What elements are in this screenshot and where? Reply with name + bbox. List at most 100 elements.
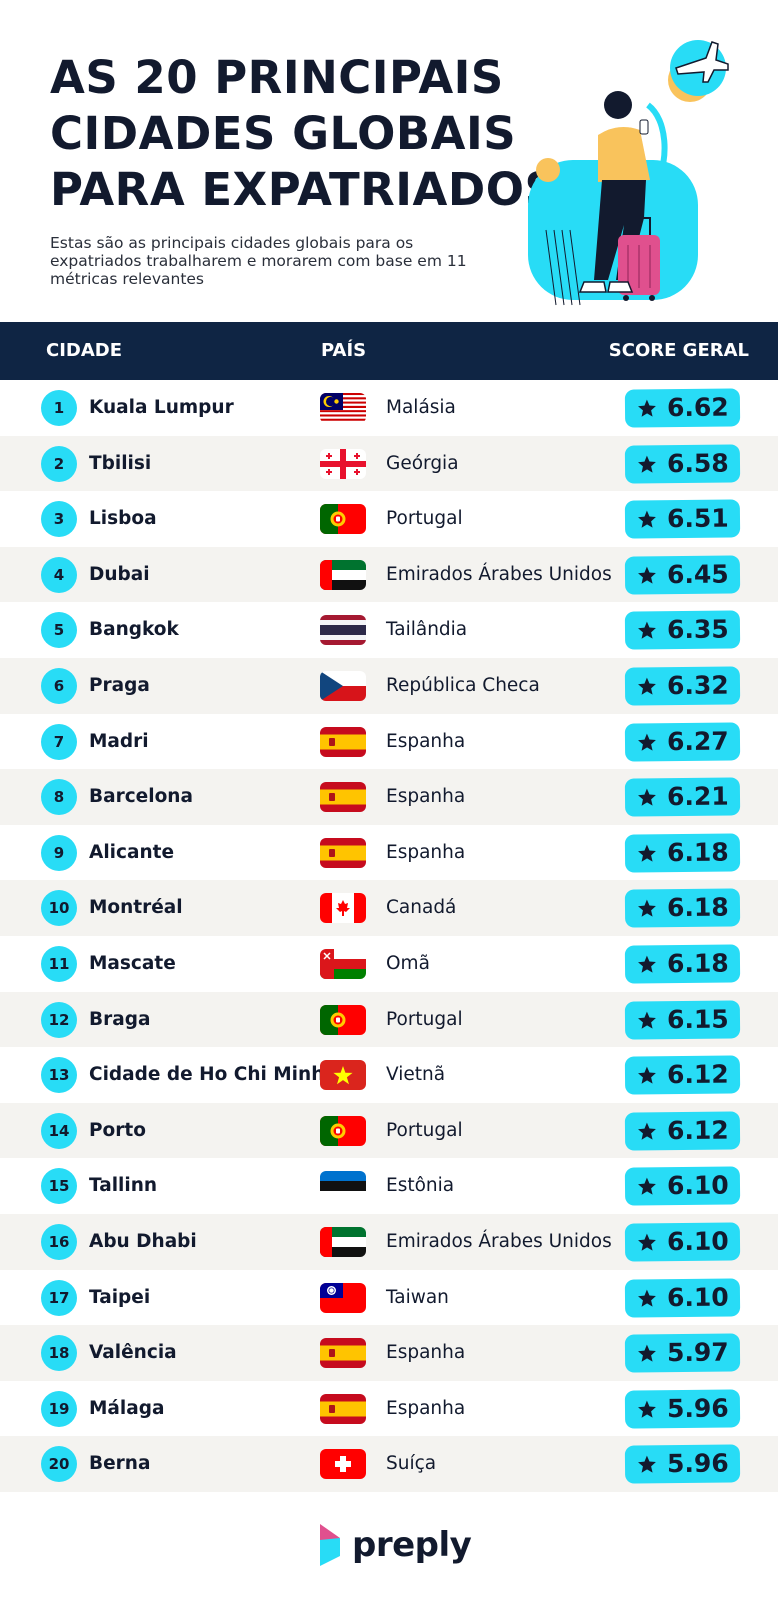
rank-badge: 16 [41, 1223, 77, 1260]
rank-badge: 12 [41, 1001, 77, 1038]
city-name: Madri [89, 730, 149, 752]
city-name: Lisboa [89, 508, 157, 530]
table-row: 20 Berna Suíça 5.96 [0, 1436, 778, 1492]
star-icon [638, 1066, 656, 1084]
star-icon [638, 621, 656, 640]
table-row: 10 Montréal Canadá 6.18 [0, 880, 778, 936]
score-value: 6.18 [666, 892, 729, 923]
score-badge: 6.45 [624, 555, 741, 595]
taiwan-flag [320, 1282, 366, 1313]
score-badge: 6.15 [624, 999, 741, 1040]
country-name: Vietnã [386, 1064, 446, 1086]
star-icon [638, 1455, 656, 1474]
country-name: Portugal [386, 508, 463, 530]
portugal-flag [320, 1115, 366, 1146]
score-badge: 5.96 [624, 1444, 741, 1484]
country-name: Espanha [386, 730, 466, 752]
score-value: 6.18 [666, 837, 729, 867]
czech-flag [320, 670, 366, 701]
score-badge: 6.18 [624, 944, 741, 984]
vietnam-flag [320, 1060, 366, 1091]
table-row: 18 Valência Espanha 5.97 [0, 1325, 778, 1381]
traveler-illustration [528, 40, 729, 306]
city-name: Abu Dhabi [89, 1230, 197, 1252]
rank-badge: 7 [41, 723, 77, 760]
country-name: Portugal [386, 1008, 463, 1030]
city-name: Bangkok [89, 619, 179, 641]
score-badge: 6.12 [624, 1111, 741, 1151]
country-name: Espanha [386, 786, 466, 808]
table-row: 8 Barcelona Espanha 6.21 [0, 769, 778, 825]
page-subtitle: Estas são as principais cidades globais … [50, 234, 467, 288]
uae-flag [320, 559, 366, 590]
country-name: Espanha [386, 1397, 466, 1419]
rank-badge: 10 [41, 890, 77, 927]
ranking-table: 1 Kuala Lumpur Malásia 6.62 2 Tbilisi Geórgia… [0, 380, 778, 1492]
table-row: 19 Málaga Espanha 5.96 [0, 1381, 778, 1437]
table-row: 5 Bangkok Tailândia 6.35 [0, 602, 778, 658]
score-badge: 6.27 [624, 721, 741, 762]
star-icon [638, 1122, 656, 1140]
portugal-flag [320, 1004, 366, 1035]
rank-badge: 15 [41, 1168, 77, 1205]
rank-badge: 17 [41, 1279, 77, 1316]
city-name: Praga [89, 674, 150, 696]
score-badge: 6.10 [624, 1277, 741, 1318]
table-row: 2 Tbilisi Geórgia 6.58 [0, 435, 778, 492]
country-name: Canadá [386, 897, 457, 919]
table-row: 14 Porto Portugal 6.12 [0, 1102, 778, 1159]
score-badge: 6.32 [624, 666, 741, 706]
country-name: Geórgia [386, 452, 459, 474]
country-name: Espanha [386, 841, 466, 863]
spain-flag [320, 1338, 366, 1369]
table-row: 16 Abu Dhabi Emirados Árabes Unidos 6.10 [0, 1213, 778, 1270]
country-name: Malásia [386, 397, 456, 418]
score-value: 6.10 [666, 1282, 729, 1312]
city-name: Berna [89, 1453, 151, 1475]
country-name: Espanha [386, 1342, 466, 1364]
preply-logo-icon [320, 1524, 340, 1566]
score-value: 6.15 [666, 1004, 729, 1034]
star-icon [638, 510, 656, 528]
page-title: AS 20 PRINCIPAIS CIDADES GLOBAIS PARA EX… [50, 51, 558, 216]
score-value: 6.32 [666, 670, 729, 701]
rank-badge: 11 [41, 945, 77, 982]
spain-flag [320, 726, 366, 757]
score-value: 5.97 [666, 1337, 729, 1368]
rank-badge: 18 [41, 1335, 77, 1372]
table-row: 13 Cidade de Ho Chi Minh Vietnã 6.12 [0, 1047, 778, 1103]
table-header: CIDADE PAÍS SCORE GERAL [0, 322, 778, 380]
star-icon [638, 899, 656, 918]
city-name: Málaga [89, 1397, 165, 1419]
star-icon [638, 566, 656, 584]
oman-flag [320, 948, 366, 979]
score-badge: 6.18 [624, 833, 741, 873]
table-row: 11 Mascate Omã 6.18 [0, 936, 778, 992]
rank-badge: 20 [41, 1446, 77, 1483]
estonia-flag [320, 1171, 366, 1202]
spain-flag [320, 782, 366, 813]
table-row: 7 Madri Espanha 6.27 [0, 714, 778, 770]
rank-badge: 19 [41, 1390, 77, 1427]
column-header-country: PAÍS [321, 340, 367, 361]
column-header-score: SCORE GERAL [608, 340, 749, 361]
spain-flag [320, 1393, 366, 1424]
score-value: 6.51 [666, 503, 729, 534]
rank-badge: 5 [41, 612, 77, 649]
canada-flag [320, 893, 366, 924]
star-icon [638, 844, 656, 862]
country-name: República Checa [386, 674, 540, 696]
score-badge: 6.10 [624, 1222, 741, 1262]
table-row: 17 Taipei Taiwan 6.10 [0, 1270, 778, 1326]
score-value: 5.96 [666, 1448, 729, 1479]
brand-logo: preply [318, 1524, 478, 1568]
rank-badge: 1 [41, 390, 77, 426]
score-value: 6.12 [666, 1115, 729, 1145]
score-value: 6.62 [666, 392, 729, 423]
country-name: Estônia [386, 1175, 455, 1197]
country-name: Omã [386, 952, 430, 974]
table-row: 1 Kuala Lumpur Malásia 6.62 [0, 380, 778, 436]
star-icon [638, 1011, 656, 1029]
malaysia-flag [320, 393, 366, 423]
rank-badge: 3 [41, 501, 77, 538]
